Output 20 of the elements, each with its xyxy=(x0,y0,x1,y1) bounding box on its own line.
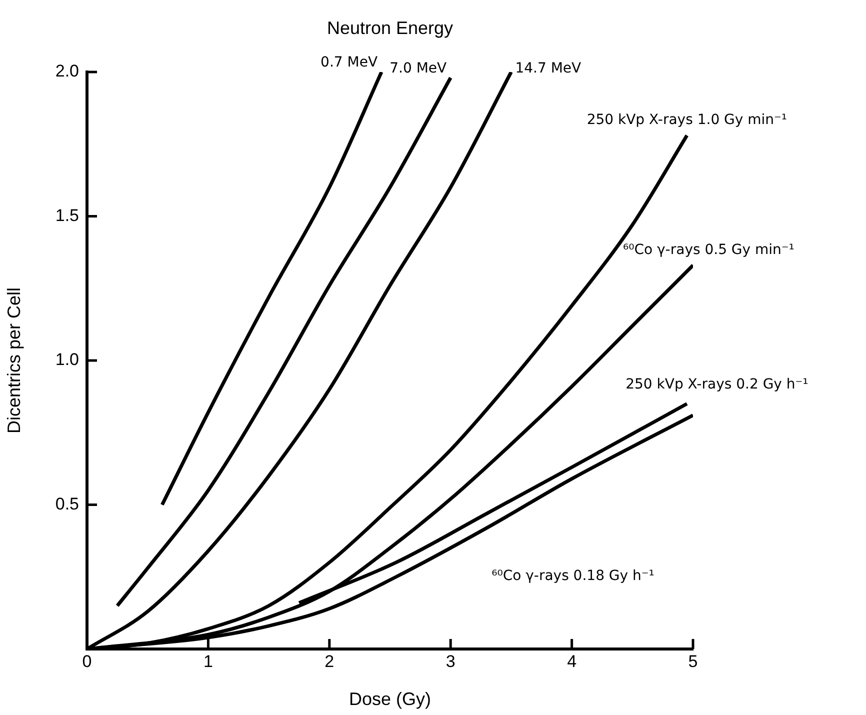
x-tick-label: 2 xyxy=(324,652,334,671)
series-label: 14.7 MeV xyxy=(515,60,582,77)
text: ⁶⁰Co γ-rays 0.18 Gy h⁻¹ xyxy=(492,568,654,584)
chart-title: Neutron Energy xyxy=(326,18,454,38)
text: 250 kVp X-rays 0.2 Gy h⁻¹ xyxy=(626,376,808,392)
y-tick-label: 0.5 xyxy=(55,494,79,514)
series-label: 0.7 MeV xyxy=(320,54,378,71)
x-tick-label: 4 xyxy=(567,652,577,671)
y-tick-label: 1.0 xyxy=(55,350,79,370)
x-tick-label: 5 xyxy=(688,652,698,671)
y-tick-label: 1.5 xyxy=(55,206,79,225)
series-label: ⁶⁰Co γ-rays 0.5 Gy min⁻¹ xyxy=(623,242,794,258)
x-tick-label: 3 xyxy=(446,652,456,671)
y-axis-title: Dicentrics per Cell xyxy=(4,287,24,434)
y-tick-label: 2.0 xyxy=(55,62,79,81)
x-axis-title: Dose (Gy) xyxy=(348,689,432,710)
x-tick-label: 1 xyxy=(203,652,213,671)
series-label: 7.0 MeV xyxy=(390,60,448,76)
x-tick-label: 0 xyxy=(82,652,92,671)
series-label: 250 kVp X-rays 1.0 Gy min⁻¹ xyxy=(586,112,788,128)
